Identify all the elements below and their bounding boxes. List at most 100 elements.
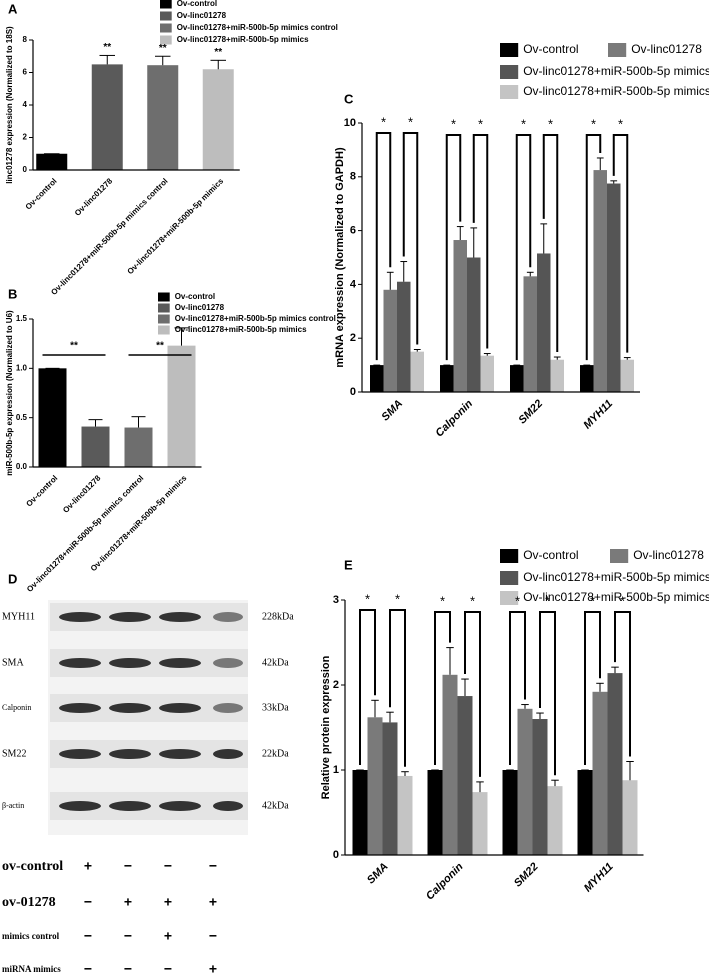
significance: * — [521, 116, 526, 131]
blot-band — [159, 703, 201, 713]
bar — [467, 257, 481, 392]
y-tick-label: 8 — [23, 35, 28, 44]
condition-sign: + — [164, 928, 172, 944]
legend-label: Ov-linc01278+miR-500b-5p mimics control — [523, 570, 709, 584]
bar — [523, 276, 537, 392]
condition-sign: − — [124, 961, 132, 977]
blot-band — [159, 612, 201, 622]
significance: ** — [159, 43, 167, 54]
blot-band — [159, 658, 201, 668]
bar — [453, 240, 467, 392]
x-tick-label: Ov-linc01278+miR-500b-5p mimics — [89, 473, 189, 573]
bracket — [542, 134, 559, 353]
legend-swatch — [608, 43, 627, 57]
legend-swatch — [500, 43, 519, 57]
size-label: 42kDa — [262, 800, 289, 811]
protein-label: β-actin — [2, 801, 24, 810]
bar — [517, 708, 533, 855]
blot-band — [109, 658, 151, 668]
legend-label: Ov-linc01278+miR-500b-5p mimics control — [523, 64, 709, 78]
bar — [352, 770, 368, 855]
bracket — [584, 611, 601, 765]
legend-label: Ov-linc01278 — [177, 11, 227, 20]
panel-label: E — [344, 557, 353, 572]
bar — [383, 289, 397, 392]
x-tick-label: Ov-linc01278+miR-500b-5p mimics control — [49, 177, 169, 297]
bar — [440, 365, 454, 392]
significance: * — [408, 114, 413, 129]
y-tick-label: 8 — [350, 171, 356, 183]
significance: * — [395, 591, 400, 606]
significance: * — [515, 593, 520, 608]
bracket — [585, 134, 602, 361]
x-tick-label: Ov-control — [24, 177, 59, 212]
legend-swatch — [160, 11, 172, 21]
y-tick-label: 10 — [344, 117, 356, 129]
legend-swatch — [158, 292, 170, 302]
blot-band — [59, 801, 101, 811]
bar — [532, 719, 548, 855]
bracket — [434, 611, 451, 765]
bar — [370, 365, 384, 392]
y-tick-label: 2 — [333, 679, 339, 691]
bar — [427, 770, 443, 855]
bar — [382, 722, 398, 855]
bar — [167, 345, 196, 467]
condition-label: mimics control — [2, 931, 60, 941]
bar — [547, 786, 563, 855]
x-tick-label: Calponin — [433, 398, 475, 440]
legend-swatch — [500, 65, 519, 79]
condition-sign: + — [124, 894, 132, 910]
blot-band — [159, 801, 201, 811]
significance: * — [618, 116, 623, 131]
y-tick-label: 0.0 — [16, 462, 28, 471]
blot-band — [109, 703, 151, 713]
condition-sign: + — [164, 894, 172, 910]
significance: ** — [103, 42, 111, 53]
significance: ** — [70, 341, 78, 352]
size-label: 33kDa — [262, 702, 289, 713]
x-tick-label: Ov-linc01278 — [61, 473, 103, 515]
bar — [620, 359, 634, 392]
bracket — [464, 611, 481, 777]
y-axis-label: linc01278 expression (Normalized to 18S) — [5, 26, 14, 184]
legend-label: Ov-linc01278+miR-500b-5p mimics — [523, 84, 709, 98]
condition-sign: + — [209, 894, 217, 910]
y-tick-label: 6 — [23, 68, 28, 77]
condition-label: miRNA mimics — [2, 964, 61, 974]
significance: ** — [156, 341, 164, 352]
legend-swatch — [500, 85, 519, 99]
significance: * — [365, 591, 370, 606]
y-tick-label: 0 — [350, 386, 356, 398]
y-tick-label: 2 — [350, 332, 356, 344]
bar — [38, 368, 67, 467]
condition-label: ov-01278 — [2, 895, 56, 910]
blot-band — [213, 703, 243, 713]
bracket — [515, 134, 532, 361]
protein-label: Calponin — [2, 703, 31, 712]
panel-label: D — [8, 571, 17, 586]
y-tick-label: 2 — [23, 133, 28, 142]
blot-band — [213, 658, 243, 668]
bar — [397, 281, 411, 392]
condition-sign: − — [124, 858, 132, 874]
legend-label: Ov-control — [175, 292, 215, 301]
significance: * — [381, 114, 386, 129]
bar — [580, 365, 594, 392]
condition-sign: − — [164, 961, 172, 977]
condition-sign: + — [84, 858, 92, 874]
bar — [457, 696, 473, 855]
x-tick-label: SMA — [379, 398, 405, 424]
legend-label: Ov-linc01278+miR-500b-5p mimics control — [175, 314, 336, 323]
bracket — [472, 134, 489, 349]
panel-label: A — [8, 1, 18, 16]
significance: ** — [214, 47, 222, 58]
significance: * — [545, 593, 550, 608]
legend-swatch — [160, 0, 172, 9]
legend-swatch — [500, 591, 519, 605]
legend-swatch — [160, 35, 172, 45]
bracket — [445, 134, 462, 361]
bar — [124, 427, 153, 467]
y-axis-label: miR-500b-5p expression (Normalized to U6… — [5, 310, 14, 476]
